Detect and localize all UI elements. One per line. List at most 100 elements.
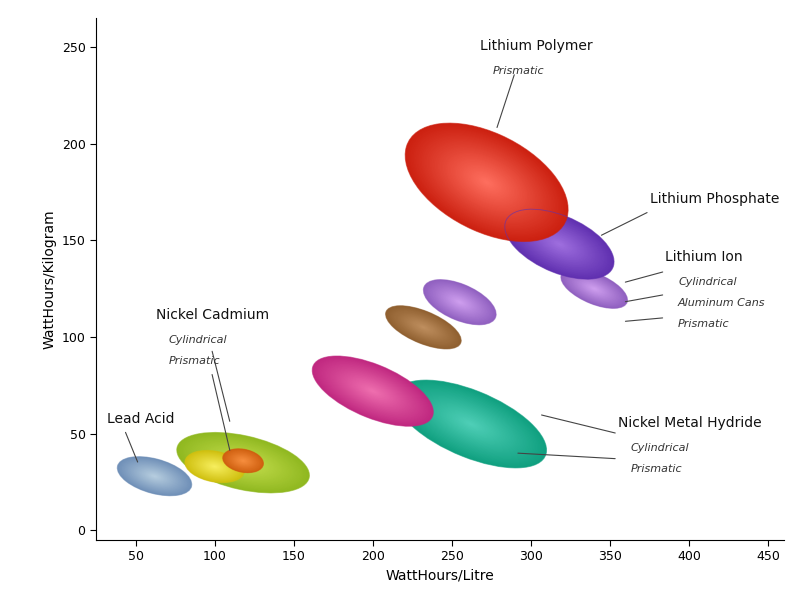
Ellipse shape	[182, 435, 304, 490]
Ellipse shape	[417, 323, 430, 331]
Ellipse shape	[330, 367, 415, 416]
Ellipse shape	[432, 285, 487, 319]
Ellipse shape	[240, 459, 246, 463]
Ellipse shape	[446, 410, 495, 438]
Ellipse shape	[138, 467, 171, 485]
Ellipse shape	[233, 455, 254, 467]
Ellipse shape	[387, 307, 460, 348]
Ellipse shape	[236, 457, 250, 465]
Ellipse shape	[586, 284, 602, 293]
Ellipse shape	[134, 466, 174, 487]
Ellipse shape	[185, 436, 302, 489]
Ellipse shape	[442, 291, 478, 313]
Ellipse shape	[568, 273, 620, 304]
Ellipse shape	[586, 284, 603, 294]
Ellipse shape	[436, 404, 506, 444]
Ellipse shape	[424, 397, 518, 451]
Ellipse shape	[400, 383, 542, 465]
Ellipse shape	[190, 454, 238, 479]
Ellipse shape	[431, 284, 488, 320]
Ellipse shape	[213, 466, 217, 467]
Ellipse shape	[323, 362, 422, 420]
Ellipse shape	[390, 308, 457, 346]
Ellipse shape	[412, 390, 530, 458]
Ellipse shape	[409, 319, 438, 335]
Ellipse shape	[552, 239, 567, 249]
Text: Lithium Phosphate: Lithium Phosphate	[650, 191, 779, 206]
Ellipse shape	[342, 374, 403, 409]
Ellipse shape	[242, 462, 245, 463]
Ellipse shape	[186, 451, 244, 482]
Ellipse shape	[195, 456, 234, 477]
Ellipse shape	[444, 152, 529, 213]
Ellipse shape	[437, 288, 483, 317]
Ellipse shape	[438, 289, 481, 316]
Ellipse shape	[123, 460, 186, 493]
Ellipse shape	[446, 293, 474, 311]
Ellipse shape	[394, 310, 453, 344]
Ellipse shape	[142, 470, 167, 483]
Ellipse shape	[222, 453, 264, 472]
Ellipse shape	[419, 325, 428, 330]
Ellipse shape	[358, 383, 387, 400]
Ellipse shape	[186, 451, 242, 482]
Ellipse shape	[238, 458, 248, 464]
Ellipse shape	[422, 326, 425, 328]
Ellipse shape	[199, 458, 230, 475]
Ellipse shape	[366, 388, 379, 395]
Ellipse shape	[407, 387, 534, 461]
Ellipse shape	[210, 448, 276, 478]
Ellipse shape	[449, 155, 524, 209]
Ellipse shape	[210, 464, 219, 469]
Ellipse shape	[207, 463, 222, 471]
Ellipse shape	[242, 460, 244, 461]
Ellipse shape	[339, 371, 406, 411]
Ellipse shape	[145, 471, 164, 481]
Ellipse shape	[458, 301, 462, 303]
Ellipse shape	[430, 284, 490, 321]
Ellipse shape	[426, 139, 547, 226]
Text: Lithium Polymer: Lithium Polymer	[480, 39, 593, 53]
Ellipse shape	[485, 181, 488, 184]
Ellipse shape	[431, 401, 510, 447]
Ellipse shape	[141, 469, 168, 483]
Ellipse shape	[461, 163, 513, 201]
Ellipse shape	[570, 274, 618, 303]
Ellipse shape	[137, 467, 172, 485]
Ellipse shape	[456, 415, 486, 433]
Ellipse shape	[122, 459, 187, 493]
Ellipse shape	[561, 269, 627, 308]
Ellipse shape	[231, 454, 255, 467]
Ellipse shape	[228, 452, 258, 470]
Ellipse shape	[195, 441, 291, 484]
Ellipse shape	[426, 281, 494, 323]
Ellipse shape	[188, 452, 241, 481]
Ellipse shape	[584, 283, 604, 295]
Ellipse shape	[239, 458, 247, 463]
Ellipse shape	[553, 240, 566, 248]
Ellipse shape	[566, 272, 623, 305]
Ellipse shape	[558, 244, 561, 245]
Ellipse shape	[435, 287, 485, 317]
Ellipse shape	[407, 318, 439, 337]
Ellipse shape	[454, 298, 466, 306]
Ellipse shape	[438, 404, 504, 443]
Ellipse shape	[533, 227, 586, 261]
Ellipse shape	[540, 232, 579, 257]
Ellipse shape	[230, 453, 257, 469]
Text: Prismatic: Prismatic	[630, 464, 682, 474]
Ellipse shape	[142, 470, 166, 482]
Ellipse shape	[226, 455, 260, 470]
Y-axis label: WattHours/Kilogram: WattHours/Kilogram	[42, 209, 56, 349]
Ellipse shape	[177, 433, 310, 493]
Ellipse shape	[436, 287, 484, 317]
Ellipse shape	[206, 462, 223, 471]
Ellipse shape	[470, 170, 503, 194]
Ellipse shape	[212, 465, 217, 468]
Ellipse shape	[202, 460, 228, 473]
Ellipse shape	[239, 461, 247, 464]
Ellipse shape	[354, 380, 391, 401]
Ellipse shape	[591, 287, 598, 290]
Ellipse shape	[240, 459, 246, 463]
Ellipse shape	[314, 357, 432, 425]
